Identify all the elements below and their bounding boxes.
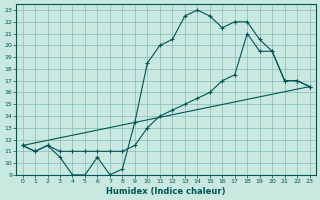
X-axis label: Humidex (Indice chaleur): Humidex (Indice chaleur) xyxy=(106,187,226,196)
